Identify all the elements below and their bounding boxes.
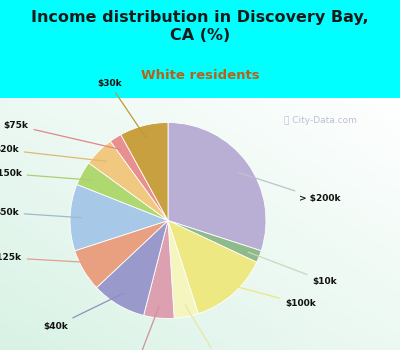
Text: $40k: $40k [43, 293, 123, 331]
Text: $75k: $75k [4, 121, 121, 149]
Text: $200k: $200k [123, 306, 159, 350]
Wedge shape [77, 163, 168, 220]
Text: Income distribution in Discovery Bay,
CA (%): Income distribution in Discovery Bay, CA… [31, 10, 369, 43]
Wedge shape [89, 141, 168, 220]
Wedge shape [96, 220, 168, 315]
Text: > $200k: > $200k [238, 173, 341, 203]
Text: $10k: $10k [248, 252, 337, 286]
Text: $50k: $50k [0, 208, 82, 218]
Wedge shape [144, 220, 174, 318]
Text: $30k: $30k [97, 79, 146, 138]
Wedge shape [168, 220, 257, 314]
Wedge shape [70, 184, 168, 251]
Text: $60k: $60k [185, 305, 229, 350]
Text: $20k: $20k [0, 146, 106, 161]
Text: $125k: $125k [0, 253, 94, 263]
Wedge shape [168, 220, 198, 318]
Wedge shape [168, 220, 261, 262]
Wedge shape [110, 135, 168, 220]
Text: $150k: $150k [0, 169, 92, 180]
Wedge shape [121, 122, 168, 220]
Text: ⓘ City-Data.com: ⓘ City-Data.com [284, 116, 356, 125]
Wedge shape [75, 220, 168, 288]
Text: White residents: White residents [141, 69, 259, 82]
Text: $100k: $100k [226, 284, 316, 308]
Wedge shape [168, 122, 266, 251]
